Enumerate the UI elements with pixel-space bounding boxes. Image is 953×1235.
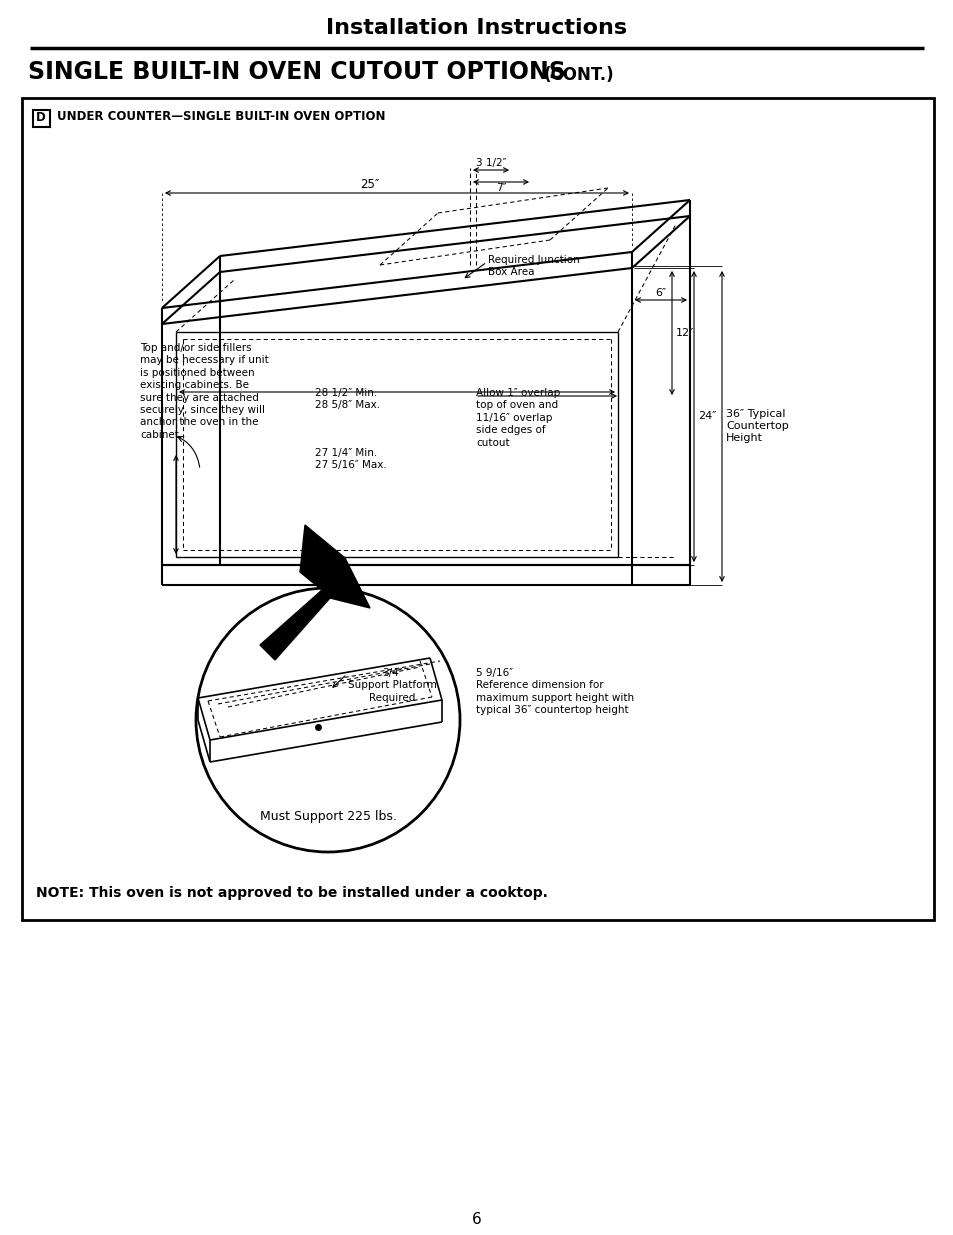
Text: 3/4″
Support Platform
Required: 3/4″ Support Platform Required — [348, 668, 436, 703]
Text: SINGLE BUILT-IN OVEN CUTOUT OPTIONS: SINGLE BUILT-IN OVEN CUTOUT OPTIONS — [28, 61, 565, 84]
Text: Required Junction
Box Area: Required Junction Box Area — [488, 254, 579, 278]
Text: D: D — [36, 111, 46, 124]
Text: 5 9/16″
Reference dimension for
maximum support height with
typical 36″ countert: 5 9/16″ Reference dimension for maximum … — [476, 668, 634, 715]
Text: Top and/or side fillers
may be necessary if unit
is positioned between
existing : Top and/or side fillers may be necessary… — [140, 343, 269, 440]
Text: Installation Instructions: Installation Instructions — [326, 19, 627, 38]
Text: Allow 1″ overlap
top of oven and
11/16″ overlap
side edges of
cutout: Allow 1″ overlap top of oven and 11/16″ … — [476, 388, 559, 447]
Text: 12″: 12″ — [676, 329, 694, 338]
Text: Must Support 225 lbs.: Must Support 225 lbs. — [259, 810, 396, 823]
Polygon shape — [260, 525, 370, 659]
Text: 28 1/2″ Min.
28 5/8″ Max.: 28 1/2″ Min. 28 5/8″ Max. — [314, 388, 379, 410]
Bar — [33, 110, 50, 127]
Text: 24″: 24″ — [698, 411, 716, 421]
Text: 27 1/4″ Min.
27 5/16″ Max.: 27 1/4″ Min. 27 5/16″ Max. — [314, 448, 386, 471]
Text: 36″ Typical
Countertop
Height: 36″ Typical Countertop Height — [725, 409, 788, 443]
Text: 7″: 7″ — [496, 183, 506, 193]
Text: 6: 6 — [472, 1212, 481, 1228]
Text: 25″: 25″ — [360, 178, 379, 191]
Text: (CONT.): (CONT.) — [543, 65, 614, 84]
Text: 6″: 6″ — [655, 288, 666, 298]
Text: 3 1/2″: 3 1/2″ — [476, 158, 506, 168]
Text: UNDER COUNTER—SINGLE BUILT-IN OVEN OPTION: UNDER COUNTER—SINGLE BUILT-IN OVEN OPTIO… — [57, 110, 385, 124]
Text: NOTE: This oven is not approved to be installed under a cooktop.: NOTE: This oven is not approved to be in… — [36, 885, 547, 900]
Bar — [22, 98, 933, 920]
